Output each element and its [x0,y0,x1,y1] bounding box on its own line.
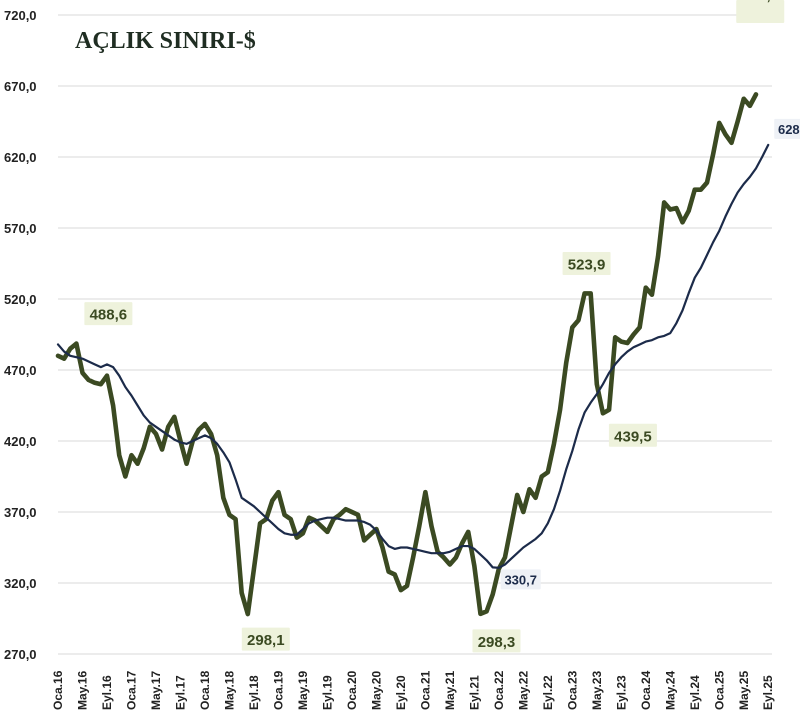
data-label-bg [736,0,785,23]
x-tick-label: Oca.18 [198,670,212,710]
data-label: 330,7 [504,572,537,587]
y-tick-label: 670,0 [4,79,37,94]
x-tick-label: Eyl.19 [320,675,334,710]
x-tick-label: May.22 [516,671,530,710]
x-tick-label: Eyl.20 [394,675,408,710]
x-tick-label: May.20 [369,671,383,710]
x-tick-label: May.23 [590,671,604,710]
series-line-monthly [55,92,759,617]
x-tick-label: Oca.24 [639,670,653,710]
data-label-bg [472,629,521,653]
data-label-bg [608,423,657,447]
x-tick-label: Oca.25 [712,670,726,710]
y-tick-label: 320,0 [4,576,37,591]
data-label-bg [500,569,541,590]
x-tick-label: May.16 [75,671,89,710]
data-label: 628,5 [778,122,800,137]
x-tick-label: Eyl.22 [541,675,555,710]
x-axis-ticks: Oca.16 May.16 Eyl.16 Oca.17 May.17 Eyl.17 Oca.… [51,670,775,710]
y-tick-label: 570,0 [4,221,37,236]
x-tick-label: May.18 [222,671,236,710]
y-tick-label: 720,0 [4,8,37,23]
x-tick-label: Oca.22 [492,670,506,710]
x-tick-label: Eyl.16 [100,675,114,710]
data-label: 439,5 [614,428,652,445]
x-tick-label: Eyl.25 [761,675,775,710]
x-tick-label: Oca.23 [565,670,579,710]
y-tick-label: 620,0 [4,150,37,165]
series-layer [55,92,770,617]
data-label-bg [774,118,800,139]
data-label: 298,1 [247,632,285,649]
data-label-layer: 488,6 298,1 298,3 330,7 523,9 439,5 664,1 628,5 [84,0,800,653]
y-tick-label: 470,0 [4,363,37,378]
data-label-bg [562,251,611,275]
x-tick-label: May.24 [663,671,677,710]
data-label-bg [84,302,133,326]
chart-title: AÇLIK SINIRI-$ [75,28,256,54]
y-axis-ticks: 720,0 670,0 620,0 570,0 520,0 470,0 420,0 370,0… [4,8,37,662]
x-tick-label: Oca.16 [51,670,65,710]
x-tick-label: May.17 [149,671,163,710]
x-tick-label: Oca.17 [124,670,138,710]
x-tick-label: Oca.20 [345,670,359,710]
y-tick-label: 370,0 [4,505,37,520]
x-tick-label: Eyl.17 [173,675,187,710]
x-tick-label: Oca.21 [418,670,432,710]
x-tick-label: Eyl.21 [467,675,481,710]
x-tick-label: Oca.19 [271,670,285,710]
x-tick-label: May.19 [296,671,310,710]
series-line-trend [56,143,770,569]
data-label: 523,9 [568,256,606,273]
y-tick-label: 520,0 [4,292,37,307]
data-label: 298,3 [478,634,516,651]
x-tick-label: May.25 [737,671,751,710]
x-tick-label: Eyl.23 [614,675,628,710]
x-tick-label: Eyl.24 [688,675,702,710]
x-tick-label: Eyl.18 [247,675,261,710]
y-tick-label: 420,0 [4,434,37,449]
data-label-bg [241,627,290,651]
data-label: 664,1 [741,0,779,4]
y-tick-label: 270,0 [4,647,37,662]
x-tick-label: May.21 [443,671,457,710]
data-label: 488,6 [90,307,128,324]
